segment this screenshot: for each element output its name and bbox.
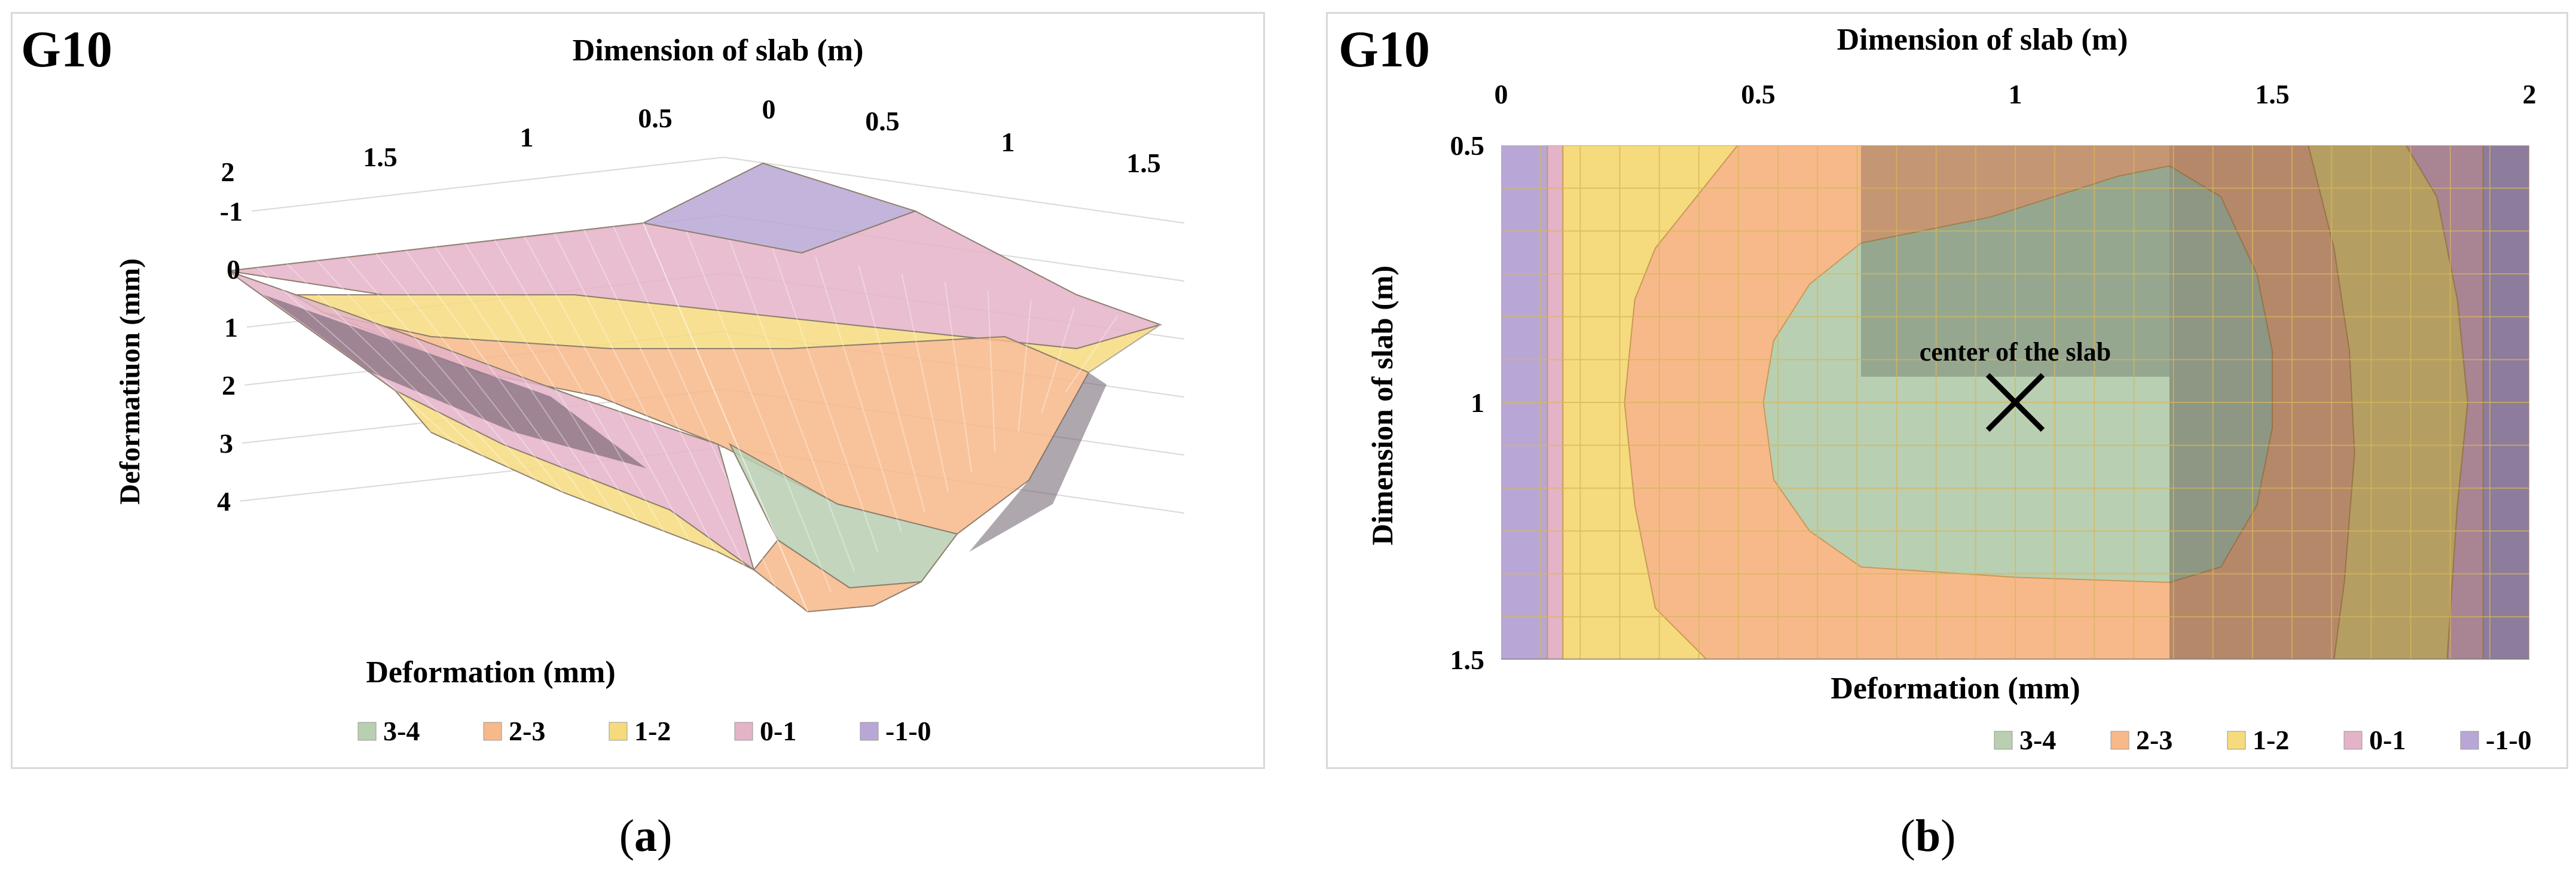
x-tick-label: 1.5 [2255,79,2290,109]
surface-meshline [286,263,485,459]
center-marker [1985,373,2045,432]
surface-meshline [901,273,949,493]
legend-swatch [2343,731,2363,750]
deformation-surface [227,162,1163,613]
surface-meshline [435,246,620,523]
z-tick-label: 0 [227,254,240,285]
z-tick-label: 4 [217,486,231,517]
surface-meshline [815,257,902,532]
y-tick-label: 1 [1471,387,1484,418]
surface-meshline [405,250,593,510]
legend-swatch [2110,731,2129,750]
y-tick-label: 0.5 [1450,130,1485,161]
legend-label: 2-3 [509,716,545,746]
z-gridline-right [723,157,1185,224]
x-tick-label: 1.5 [1126,148,1161,178]
legend: 3-4 2-3 1-2 0-1 -1-0 [357,716,931,746]
surface-band-1-2 [395,390,754,570]
surface-meshline [987,291,996,453]
legend-swatch [1994,731,2013,750]
legend-label: 3-4 [2019,725,2056,755]
legend-label: 3-4 [383,716,420,746]
z-tick-label: 1 [224,312,238,343]
panel-tag: G10 [1339,20,1430,78]
z-tick-labels: -1 0 1 2 3 4 [217,196,243,517]
surface-meshline [583,229,754,587]
contour-plot-panel: G10 Dimension of slab (m) Dimension of s… [1326,12,2568,769]
panel-tag: G10 [21,20,112,78]
legend-swatch [2460,731,2479,750]
x-tick-label: 2 [2523,79,2537,109]
x-tick-labels: 0 0.5 1 1.5 2 [1495,79,2537,109]
surface-meshline [554,233,728,574]
legend-swatch [609,722,628,741]
surface-plot-svg: G10 Dimension of slab (m) 2 1.5 1 0.5 0 0.5 1 1… [21,20,1185,746]
legend-title: Deformation (mm) [1831,672,2080,706]
x-tick-label: 1 [1001,127,1015,157]
legend-label: 0-1 [2369,725,2406,755]
surface-meshline [772,248,879,553]
surface-meshline [494,240,674,548]
x-axis-title: Dimension of slab (m) [1837,23,2128,57]
panel-a-caption: (a) [619,811,673,861]
legend-swatch [2227,731,2246,750]
surface-meshline [375,253,566,497]
panel-b-caption: (b) [1900,811,1956,861]
marker-stroke [1985,373,2045,432]
surface-meshline [858,265,925,512]
surface-meshline [1088,324,1161,373]
surface-meshline [1065,316,1118,393]
x-tick-label: 0 [1495,79,1508,109]
x-tick-label: 1.5 [363,142,398,172]
surface-meshline [227,270,432,433]
x-tick-label: 0.5 [638,103,673,133]
surface-meshline [686,231,832,593]
surface-meshline [643,222,808,612]
contour-plot-svg: G10 Dimension of slab (m) Dimension of s… [1339,20,2537,755]
legend: 3-4 2-3 1-2 0-1 -1-0 [1994,725,2532,755]
legend-label: -1-0 [885,716,931,746]
surface-meshline [346,257,539,484]
x-tick-labels: 2 1.5 1 0.5 0 0.5 1 1.5 [221,94,1161,187]
surface-shadow-right [969,373,1107,552]
x-axis-title: Dimension of slab (m) [573,33,864,68]
surface-meshline [1041,307,1075,413]
y-axis-title: Dimension of slab (m) [1365,265,1399,545]
surface-meshline [465,243,647,535]
surface-meshline [729,239,855,572]
surface-meshline [613,226,781,599]
legend-swatch [734,722,753,741]
x-tick-label: 0.5 [1741,79,1776,109]
y-tick-label: 1.5 [1450,645,1485,675]
surface-meshline [316,260,512,471]
surface-plot-panel: G10 Dimension of slab (m) 2 1.5 1 0.5 0 0.5 1 1… [11,12,1265,769]
center-annotation: center of the slab [1920,337,2111,367]
surface-meshline [524,236,701,561]
x-tick-label: 0.5 [865,106,900,136]
y-tick-labels: 0.5 1 1.5 [1450,130,1485,675]
legend-label: 1-2 [2253,725,2289,755]
x-tick-label: 1 [520,122,534,152]
surface-shadow-left [264,295,646,468]
legend-swatch [860,722,879,741]
legend-swatch [483,722,502,741]
surface-meshline [643,222,808,612]
surface-meshline [1017,299,1032,433]
z-gridline-left [251,157,725,212]
legend-label: 0-1 [760,716,796,746]
legend-label: 2-3 [2136,725,2172,755]
surface-meshline [944,282,973,472]
z-axis-title: Deformatiuon (mm) [114,258,146,505]
x-tick-label: 1 [2009,79,2022,109]
z-tick-label: 2 [222,370,236,401]
legend-title: Deformation (mm) [366,655,615,689]
legend-label: 1-2 [634,716,671,746]
surface-meshline [256,267,459,446]
z-tick-label: 3 [219,428,233,459]
legend-swatch [357,722,377,741]
z-tick-label: -1 [220,196,243,227]
x-tick-label: 2 [221,157,235,187]
legend-label: -1-0 [2486,725,2532,755]
x-tick-label: 0 [762,94,776,124]
